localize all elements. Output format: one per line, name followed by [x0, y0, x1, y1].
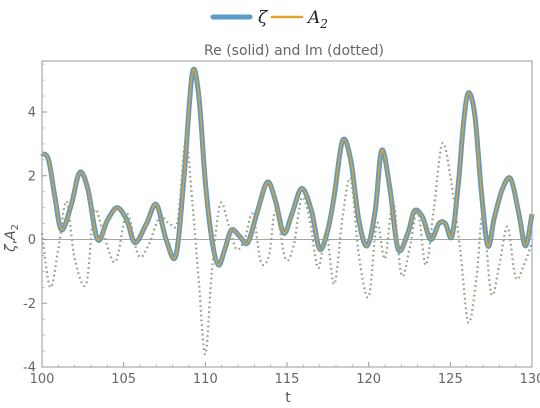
y-tick-label: 0: [28, 233, 36, 248]
plot-layer: [40, 66, 535, 356]
x-tick-label: 120: [356, 372, 381, 387]
x-axis-title: t: [285, 390, 291, 406]
y-tick-label: 2: [28, 169, 36, 184]
y-axis-title: ζ,A2: [3, 224, 21, 253]
tick-layer: 100 105 110 115 120 125 130 -4 -2 0 2 4: [23, 63, 540, 387]
legend: ζ A2: [210, 8, 328, 31]
y-tick-label: -2: [23, 297, 36, 312]
x-tick-label: 100: [30, 372, 55, 387]
plot-frame: [41, 60, 533, 368]
legend-label-zeta: ζ: [258, 8, 269, 28]
x-tick-label: 105: [111, 372, 136, 387]
x-tick-label: 130: [520, 372, 540, 387]
x-tick-label: 125: [438, 372, 463, 387]
plot-title: Re (solid) and Im (dotted): [204, 43, 384, 59]
series-re-a2-line: [41, 68, 533, 266]
x-tick-label: 110: [193, 372, 218, 387]
legend-label-a2: A2: [306, 8, 328, 31]
series-re-zeta-line: [40, 66, 535, 268]
y-tick-label: -4: [23, 361, 36, 376]
y-tick-label: 4: [28, 106, 36, 121]
x-tick-label: 115: [275, 372, 300, 387]
